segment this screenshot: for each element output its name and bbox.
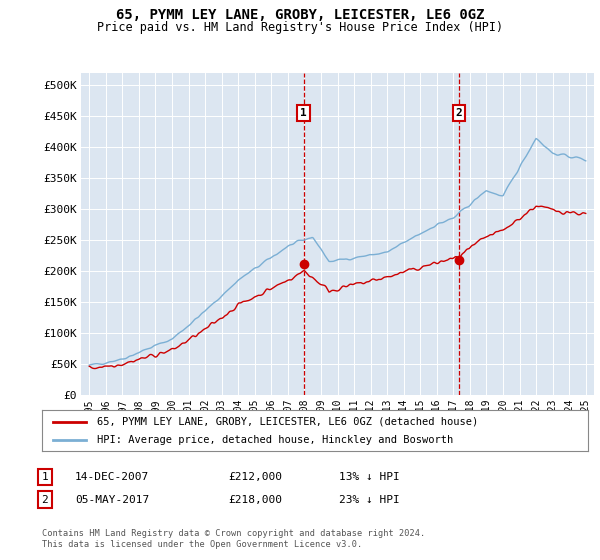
Text: 65, PYMM LEY LANE, GROBY, LEICESTER, LE6 0GZ: 65, PYMM LEY LANE, GROBY, LEICESTER, LE6… — [116, 8, 484, 22]
Text: 2: 2 — [456, 108, 463, 118]
Text: £218,000: £218,000 — [228, 494, 282, 505]
Text: 2: 2 — [41, 494, 49, 505]
Text: 1: 1 — [41, 472, 49, 482]
Text: HPI: Average price, detached house, Hinckley and Bosworth: HPI: Average price, detached house, Hinc… — [97, 435, 453, 445]
Text: Contains HM Land Registry data © Crown copyright and database right 2024.: Contains HM Land Registry data © Crown c… — [42, 529, 425, 538]
Text: £212,000: £212,000 — [228, 472, 282, 482]
Text: 1: 1 — [300, 108, 307, 118]
Text: 23% ↓ HPI: 23% ↓ HPI — [339, 494, 400, 505]
Text: 65, PYMM LEY LANE, GROBY, LEICESTER, LE6 0GZ (detached house): 65, PYMM LEY LANE, GROBY, LEICESTER, LE6… — [97, 417, 478, 427]
Text: 05-MAY-2017: 05-MAY-2017 — [75, 494, 149, 505]
Text: Price paid vs. HM Land Registry's House Price Index (HPI): Price paid vs. HM Land Registry's House … — [97, 21, 503, 34]
Text: This data is licensed under the Open Government Licence v3.0.: This data is licensed under the Open Gov… — [42, 540, 362, 549]
Text: 13% ↓ HPI: 13% ↓ HPI — [339, 472, 400, 482]
Text: 14-DEC-2007: 14-DEC-2007 — [75, 472, 149, 482]
